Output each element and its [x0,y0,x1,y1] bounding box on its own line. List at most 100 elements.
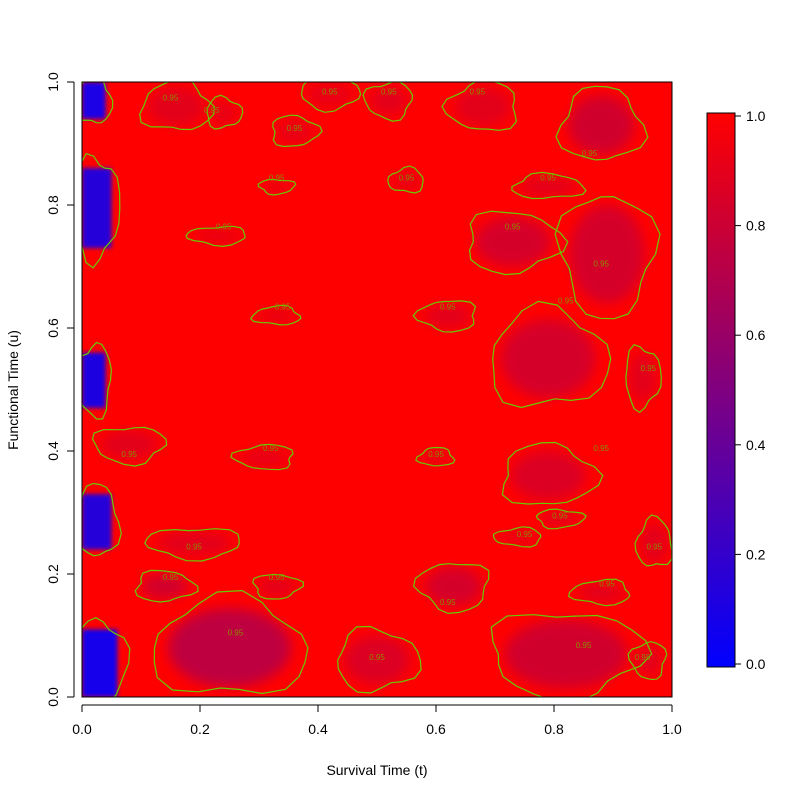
colorbar: 0.0 0.2 0.4 0.6 0.8 1.0 [706,108,766,672]
contour-line [634,514,672,567]
heat-blob [425,566,483,606]
contour-line [627,641,668,681]
heat-blob [569,205,645,304]
contour-label: 0.95 [593,260,609,269]
contour-label: 0.95 [269,573,285,582]
contour-label: 0.95 [163,573,179,582]
contour-line [412,300,477,333]
contour-line [441,82,518,131]
heat-blob [640,523,669,563]
contour-label: 0.95 [369,653,385,662]
heat-blob [541,511,579,527]
heat-blob [257,308,296,324]
heat-blob [241,447,289,467]
contour-label: 0.95 [540,173,556,182]
contour-label: 0.95 [186,542,202,551]
contour-line [252,573,305,600]
y-tick-label: 0.4 [45,441,61,461]
contour-line [492,300,612,409]
y-tick-label: 0.6 [45,318,61,338]
contour-line [501,441,604,505]
y-axis: 0.0 0.2 0.4 0.6 0.8 1.0 [45,72,75,707]
heat-blob [100,430,158,460]
contour-label: 0.95 [440,598,456,607]
contour-label: 0.95 [558,296,574,305]
blue-strip-upper [82,168,112,249]
contour-line [134,569,199,603]
heat-blob [141,574,189,599]
contour-label: 0.95 [599,579,615,588]
heat-blob [504,619,628,689]
contour-line [139,82,215,131]
x-tick-label: 0.8 [544,721,564,737]
heat-blob [499,529,538,545]
contour-label: 0.95 [204,106,220,115]
contour-line [362,82,414,122]
heat-blob [454,86,512,127]
heat-blob [421,449,451,465]
heat-blob [262,180,291,193]
heat-blob [424,303,472,329]
heat-blob [369,85,408,116]
contour-line [555,85,649,161]
contour-line [82,82,114,124]
x-tick-label: 0.0 [72,721,92,737]
contour-line [91,426,168,467]
contour-label: 0.95 [263,444,279,453]
contour-label: 0.95 [647,542,663,551]
colorbar-gradient [706,112,736,668]
y-tick-label: 0.8 [45,195,61,215]
contour-label: 0.95 [635,653,651,662]
y-axis-label: Functional Time (u) [5,330,21,450]
contour-line [535,508,587,530]
heat-blob [257,576,296,597]
contour-lines: 0.95 0.95 0.95 0.95 0.95 0.95 0.95 0.95 0.95 0.95… [82,82,672,697]
heat-blob [156,530,232,556]
contour-label: 0.95 [287,124,303,133]
contour-line [82,617,131,697]
heat-blob [392,170,421,191]
contour-label: 0.95 [216,223,232,232]
x-tick-label: 1.0 [662,721,682,737]
contour-label: 0.95 [517,530,533,539]
colorbar-tick-label: 0.4 [746,437,766,453]
contour-line [468,210,569,276]
contour-label: 0.95 [275,303,291,312]
contour-label: 0.95 [552,512,568,521]
contour-label: 0.95 [470,87,486,96]
contour-line [490,614,653,697]
contour-line [257,178,297,196]
y-tick-label: 0.0 [45,687,61,707]
contour-line [415,446,456,467]
contour-line [272,114,323,148]
contour-label: 0.95 [428,450,444,459]
contour-line [625,343,662,414]
blue-strip-top [82,82,106,119]
contour-line [82,482,122,557]
heat-blob [306,82,354,107]
contour-line [230,443,294,471]
contour-label: 0.95 [593,444,609,453]
contour-line [412,563,490,615]
heat-blob [148,86,205,127]
heat-blob [577,582,625,603]
heat-blob [275,118,314,144]
contour-line [387,165,424,194]
contour-line [144,528,240,562]
contour-line [511,171,587,200]
contour-label: 0.95 [322,87,338,96]
heat-blob [510,451,586,501]
y-tick-label: 1.0 [45,72,61,92]
colorbar-axis: 0.0 0.2 0.4 0.6 0.8 1.0 [735,108,766,672]
blue-strip-bottom [82,629,118,697]
contour-label: 0.95 [399,173,415,182]
contour-line [185,225,246,248]
heat-blob [519,176,577,197]
contour-line [300,82,362,113]
contour-line [206,94,244,130]
heat-blob [568,95,635,155]
heatmap-cells [82,82,669,697]
heat-blob [343,635,411,685]
contour-line [250,304,302,326]
y-tick-label: 0.2 [45,564,61,584]
